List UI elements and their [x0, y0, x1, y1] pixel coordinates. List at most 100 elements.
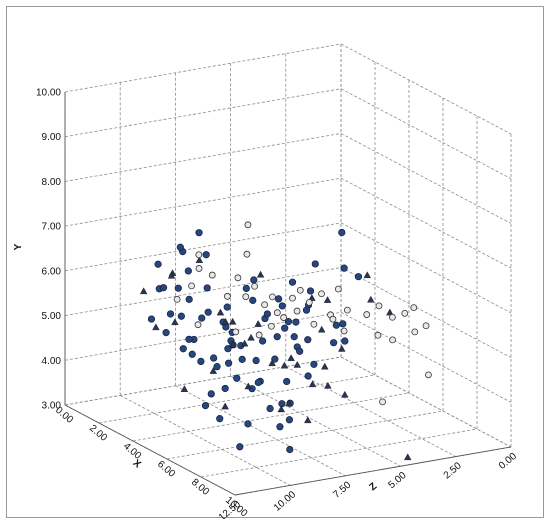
- data-point-triangle: [254, 320, 262, 327]
- data-point-open-circle: [375, 302, 383, 310]
- data-point-triangle: [180, 385, 189, 392]
- data-point-filled-circle: [304, 336, 312, 344]
- z-tick-label: 5.00: [387, 470, 409, 491]
- data-point-open-circle: [363, 311, 371, 318]
- grid-line: [98, 374, 376, 424]
- x-axis-label: X: [131, 458, 143, 471]
- data-point-filled-circle: [263, 310, 271, 318]
- data-point-triangle: [139, 287, 148, 295]
- data-point-filled-circle: [185, 335, 193, 343]
- y-tick-label: 7.00: [42, 222, 62, 233]
- tick-layer: 3.00 4.00 5.00 6.00 7.00 8.00 9.00 10.00 0.00 2.0…: [36, 88, 519, 520]
- data-point-filled-circle: [147, 315, 156, 323]
- data-point-filled-circle: [177, 312, 185, 320]
- data-point-filled-circle: [198, 314, 206, 322]
- grid-line: [166, 410, 444, 460]
- data-point-triangle: [221, 402, 229, 410]
- data-point-open-circle: [251, 282, 258, 290]
- data-point-triangle: [195, 256, 204, 263]
- data-point-filled-circle: [310, 360, 318, 368]
- data-point-triangle: [321, 362, 329, 370]
- data-point-open-circle: [318, 290, 325, 298]
- data-point-open-circle: [422, 322, 430, 330]
- x-tick-label: 2.00: [87, 423, 109, 444]
- data-point-triangle: [221, 317, 230, 325]
- data-point-open-circle: [305, 299, 313, 306]
- data-point-filled-circle: [354, 273, 363, 281]
- grid-line: [64, 133, 342, 182]
- data-point-filled-circle: [273, 333, 281, 341]
- grid-line: [340, 356, 512, 448]
- data-point-open-circle: [374, 331, 382, 339]
- data-point-filled-circle: [225, 359, 233, 367]
- data-point-triangle: [323, 296, 332, 303]
- data-point-triangle: [152, 323, 160, 331]
- data-point-triangle: [304, 416, 312, 424]
- x-tick-label: 0.00: [53, 405, 75, 426]
- data-point-filled-circle: [306, 287, 315, 295]
- data-point-filled-circle: [271, 355, 279, 363]
- data-point-triangle: [209, 367, 218, 374]
- data-point-filled-circle: [332, 321, 340, 329]
- data-point-filled-circle: [304, 372, 312, 380]
- data-point-filled-circle: [338, 228, 346, 237]
- y-tick-label: 10.00: [36, 88, 61, 99]
- z-tick-label: 0.00: [497, 451, 519, 472]
- data-point-filled-circle: [162, 329, 170, 337]
- x-tick-label: 8.00: [189, 477, 211, 498]
- data-point-filled-circle: [195, 229, 203, 237]
- grid-line: [340, 311, 512, 403]
- data-point-open-circle: [232, 328, 240, 336]
- data-point-open-circle: [173, 295, 181, 303]
- data-point-filled-circle: [341, 337, 349, 345]
- data-point-filled-circle: [221, 384, 229, 393]
- grid-line: [64, 311, 342, 361]
- data-point-filled-circle: [179, 345, 187, 353]
- data-point-filled-circle: [288, 278, 297, 286]
- data-point-triangle: [367, 295, 375, 303]
- data-point-filled-circle: [244, 420, 252, 428]
- data-point-filled-circle: [311, 260, 319, 268]
- grid-line: [132, 392, 410, 442]
- grid-line: [64, 356, 342, 406]
- z-tick-label: 10.00: [272, 489, 299, 514]
- data-point-triangle: [403, 453, 412, 461]
- data-point-open-circle: [269, 293, 276, 301]
- grid-line: [285, 366, 456, 457]
- grid-line: [64, 222, 342, 272]
- data-point-open-circle: [329, 315, 337, 323]
- grid-line: [340, 267, 512, 358]
- x-tick-label: 6.00: [155, 459, 177, 480]
- data-point-filled-circle: [274, 295, 283, 303]
- grid-line: [64, 177, 342, 227]
- y-axis-label: Y: [13, 243, 24, 250]
- data-point-triangle: [256, 270, 265, 278]
- data-point-triangle: [171, 318, 179, 326]
- data-point-open-circle: [289, 294, 296, 302]
- data-point-filled-circle: [184, 267, 192, 275]
- data-point-open-circle: [261, 301, 269, 309]
- data-point-filled-circle: [340, 264, 348, 272]
- data-point-open-circle: [244, 221, 252, 229]
- data-point-triangle: [247, 333, 255, 341]
- data-point-open-circle: [293, 307, 301, 315]
- data-point-triangle: [293, 360, 302, 368]
- data-point-open-circle: [242, 293, 250, 301]
- data-point-filled-circle: [252, 356, 260, 365]
- y-tick-label: 5.00: [42, 311, 62, 322]
- data-point-triangle: [216, 308, 225, 316]
- grid-line: [64, 43, 342, 93]
- data-point-open-circle: [243, 250, 251, 258]
- data-point-triangle: [363, 271, 372, 279]
- data-point-open-circle: [340, 327, 348, 335]
- data-point-filled-circle: [213, 363, 221, 371]
- grid-line: [340, 177, 512, 269]
- data-point-filled-circle: [254, 378, 262, 387]
- data-point-triangle: [268, 359, 276, 367]
- x-axis-line: [64, 404, 236, 496]
- data-point-filled-circle: [188, 350, 196, 358]
- data-point-open-circle: [188, 282, 195, 290]
- data-point-triangle: [324, 381, 332, 389]
- y-tick-label: 4.00: [42, 356, 62, 367]
- z-axis-line: [234, 446, 512, 496]
